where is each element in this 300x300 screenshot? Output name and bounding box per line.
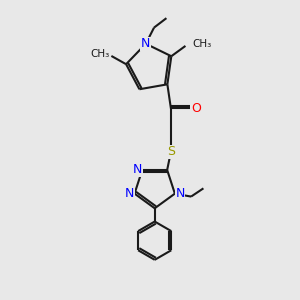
Text: N: N [124, 187, 134, 200]
Text: O: O [191, 102, 201, 115]
Text: S: S [167, 145, 175, 158]
Text: N: N [133, 164, 142, 176]
Text: N: N [141, 37, 151, 50]
Text: N: N [176, 187, 185, 200]
Text: CH₃: CH₃ [91, 49, 110, 58]
Text: CH₃: CH₃ [192, 39, 211, 50]
